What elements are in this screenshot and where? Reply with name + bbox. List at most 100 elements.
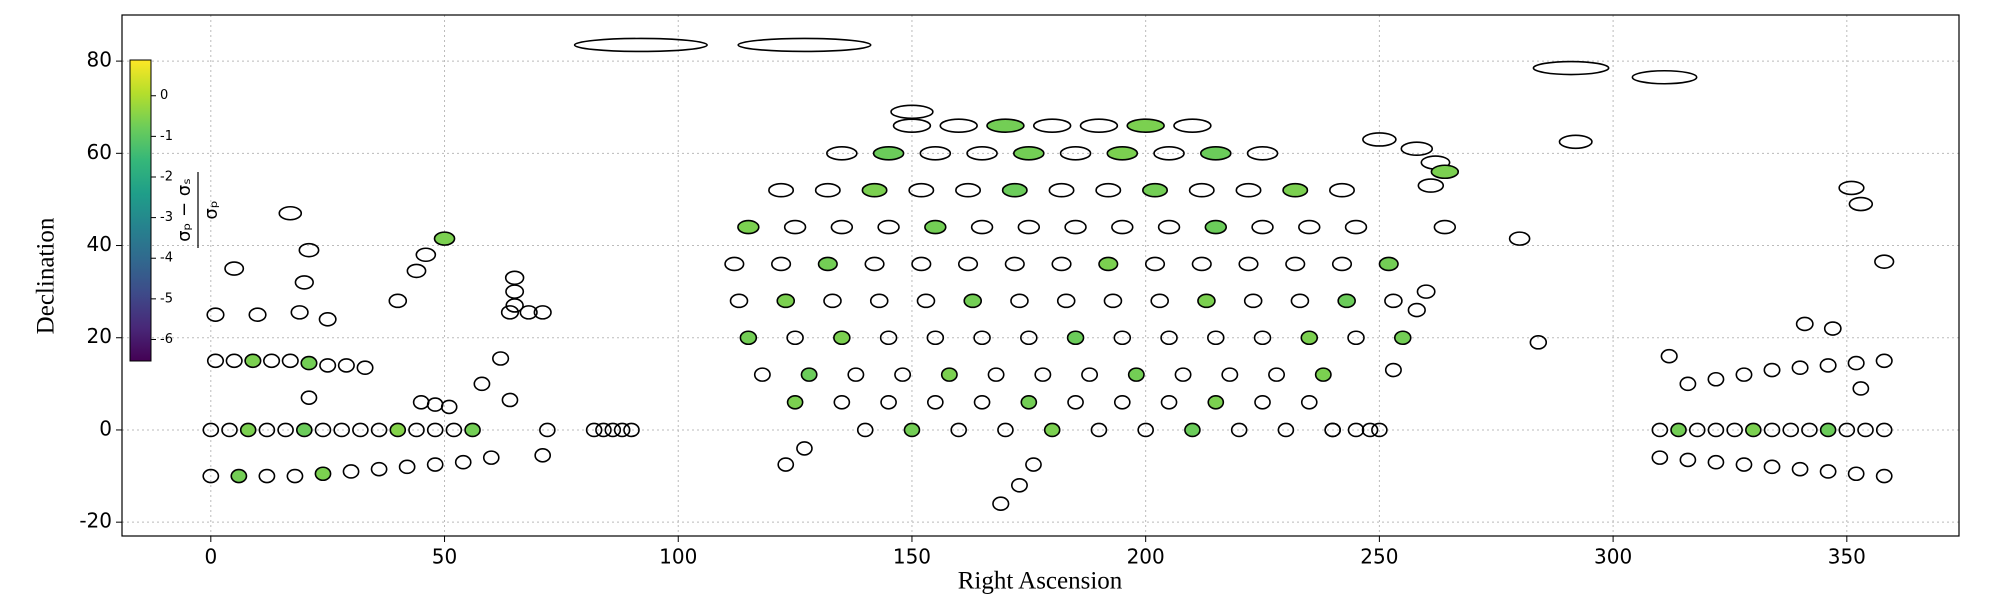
beam-ellipse bbox=[1113, 330, 1132, 346]
beam-ellipse bbox=[1347, 330, 1365, 346]
beam-ellipse bbox=[206, 307, 225, 322]
beam-ellipse bbox=[1184, 422, 1201, 438]
beam-ellipse bbox=[1137, 422, 1154, 438]
colorbar-label-denominator: σₚ bbox=[201, 200, 222, 219]
beam-ellipse bbox=[1106, 146, 1139, 161]
beam-ellipse bbox=[926, 394, 944, 410]
beam-ellipse bbox=[1207, 394, 1225, 410]
beam-ellipse bbox=[1344, 219, 1368, 235]
beam-ellipse bbox=[426, 397, 444, 412]
beam-ellipse bbox=[1347, 422, 1365, 438]
beam-ellipse bbox=[1098, 256, 1119, 272]
y-tick-label: 60 bbox=[87, 140, 112, 164]
beam-ellipse bbox=[1838, 422, 1856, 438]
beam-ellipse bbox=[1221, 367, 1239, 382]
beam-ellipse bbox=[258, 422, 276, 438]
beam-ellipse bbox=[963, 293, 983, 309]
beam-ellipse bbox=[1157, 219, 1181, 235]
beam-ellipse bbox=[1745, 422, 1762, 438]
beam-ellipse bbox=[879, 330, 898, 346]
beam-ellipse bbox=[1631, 69, 1698, 85]
beam-ellipse bbox=[370, 422, 388, 438]
beam-ellipse bbox=[786, 330, 804, 346]
colorbar-tick-label: -5 bbox=[160, 291, 173, 306]
y-tick-label: -20 bbox=[79, 509, 112, 533]
beam-ellipse bbox=[729, 293, 749, 309]
y-tick-label: 0 bbox=[99, 416, 112, 440]
beam-ellipse bbox=[1010, 477, 1028, 493]
points bbox=[202, 37, 1895, 512]
beam-ellipse bbox=[777, 457, 795, 472]
beam-ellipse bbox=[1001, 182, 1028, 198]
beam-ellipse bbox=[356, 360, 374, 376]
colorbar-tick-label: -2 bbox=[160, 169, 173, 184]
beam-ellipse bbox=[1378, 256, 1399, 272]
beam-ellipse bbox=[1300, 394, 1318, 410]
beam-ellipse bbox=[1875, 468, 1893, 484]
beam-ellipse bbox=[1160, 394, 1178, 410]
plot-frame bbox=[121, 14, 1960, 537]
beam-ellipse bbox=[1791, 461, 1809, 477]
beam-ellipse bbox=[398, 459, 416, 475]
beam-ellipse bbox=[1417, 178, 1445, 193]
beam-ellipse bbox=[1416, 284, 1436, 299]
beam-ellipse bbox=[1056, 293, 1076, 309]
beam-ellipse bbox=[445, 422, 463, 438]
beam-ellipse bbox=[473, 376, 491, 392]
beam-ellipse bbox=[1290, 293, 1310, 309]
beam-ellipse bbox=[1838, 180, 1865, 196]
beam-ellipse bbox=[786, 394, 804, 410]
beam-ellipse bbox=[505, 284, 525, 299]
beam-ellipse bbox=[1126, 118, 1165, 133]
beam-ellipse bbox=[221, 422, 238, 438]
beam-ellipse bbox=[1400, 141, 1434, 157]
beam-ellipse bbox=[454, 454, 472, 470]
x-tick-label: 0 bbox=[204, 545, 217, 569]
beam-ellipse bbox=[300, 390, 318, 405]
beam-ellipse bbox=[1782, 422, 1800, 438]
beam-ellipse bbox=[817, 256, 838, 272]
beam-ellipse bbox=[1848, 196, 1874, 212]
y-tick-label: 20 bbox=[87, 324, 112, 348]
beam-ellipse bbox=[973, 330, 991, 346]
beam-ellipse bbox=[1857, 422, 1874, 438]
beam-ellipse bbox=[426, 422, 444, 438]
beam-ellipse bbox=[1020, 394, 1038, 410]
beam-ellipse bbox=[800, 367, 818, 382]
beam-ellipse bbox=[869, 293, 889, 309]
beam-ellipse bbox=[1032, 118, 1072, 133]
beam-ellipse bbox=[1532, 60, 1610, 76]
beam-ellipse bbox=[1651, 450, 1669, 465]
beam-ellipse bbox=[1277, 422, 1295, 438]
beam-ellipse bbox=[1393, 330, 1412, 346]
beam-ellipse bbox=[202, 468, 220, 484]
beam-ellipse bbox=[505, 298, 524, 313]
beam-ellipse bbox=[1204, 219, 1228, 235]
beam-ellipse bbox=[1173, 118, 1212, 133]
beam-ellipse bbox=[1670, 422, 1687, 438]
beam-ellipse bbox=[911, 256, 932, 272]
beam-ellipse bbox=[1251, 219, 1274, 235]
beam-ellipse bbox=[1243, 293, 1263, 309]
beam-ellipse bbox=[970, 219, 994, 235]
beam-ellipse bbox=[1268, 367, 1286, 382]
beam-ellipse bbox=[412, 394, 430, 410]
beam-ellipse bbox=[1004, 256, 1025, 272]
beam-ellipse bbox=[1660, 348, 1678, 364]
beam-ellipse bbox=[501, 392, 519, 408]
beam-ellipse bbox=[1127, 367, 1145, 382]
colorbar-tick-label: -6 bbox=[160, 332, 173, 347]
beam-ellipse bbox=[1059, 146, 1092, 161]
beam-ellipse bbox=[539, 422, 556, 438]
beam-ellipse bbox=[1238, 256, 1259, 272]
beam-ellipse bbox=[737, 219, 760, 235]
beam-ellipse bbox=[239, 422, 257, 438]
beam-ellipse bbox=[433, 231, 456, 246]
beam-ellipse bbox=[613, 422, 631, 438]
beam-ellipse bbox=[298, 242, 320, 258]
beam-ellipse bbox=[388, 293, 408, 309]
beam-ellipse bbox=[783, 219, 807, 235]
beam-ellipse bbox=[1246, 146, 1279, 161]
beam-ellipse bbox=[872, 146, 905, 161]
beam-ellipse bbox=[1707, 422, 1725, 438]
